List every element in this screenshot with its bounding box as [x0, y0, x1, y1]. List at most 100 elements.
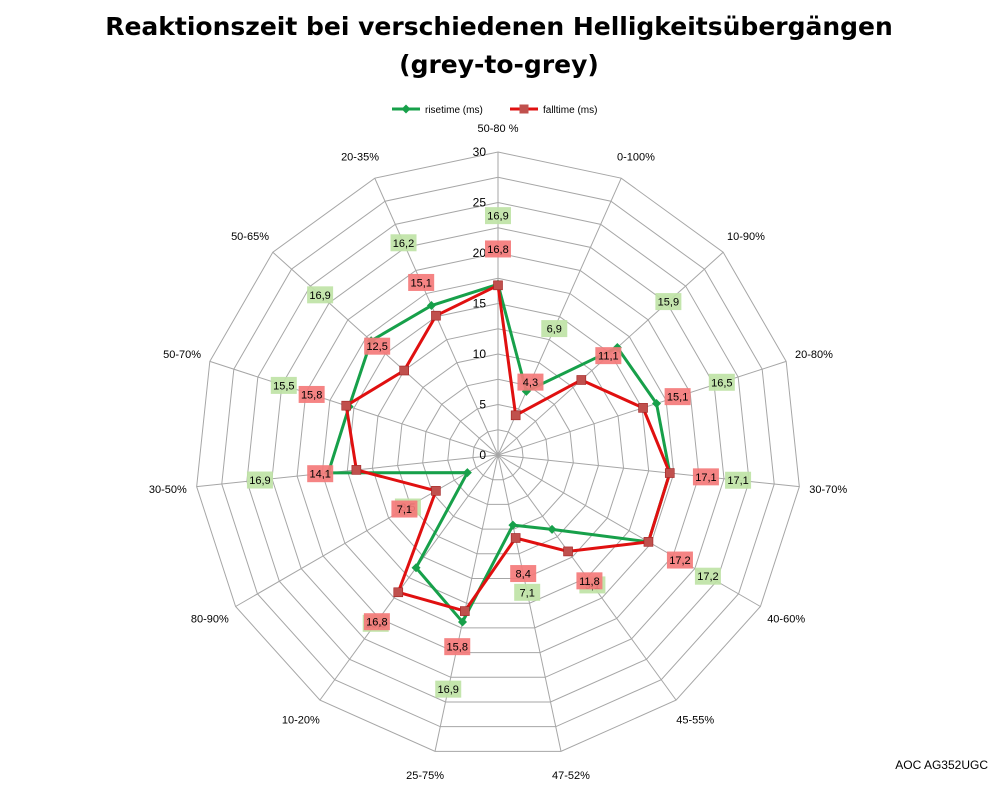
category-label: 30-70%: [809, 484, 847, 496]
data-label-bg: [708, 373, 735, 391]
grid-ring: [196, 151, 800, 752]
grid-spoke: [497, 177, 622, 456]
data-label: 15,1: [664, 388, 691, 406]
grid-ring: [371, 328, 625, 579]
tick-label: 5: [479, 398, 486, 412]
data-point: [393, 587, 404, 598]
category-label: 50-65%: [231, 231, 269, 243]
monitor-model-label: AOC AG352UGC: [895, 758, 988, 772]
category-label: 40-60%: [767, 614, 805, 626]
data-point: [426, 301, 436, 311]
category-label: 20-80%: [795, 349, 833, 361]
tick-label: 15: [473, 297, 487, 311]
data-label: 15,9: [655, 293, 682, 311]
legend: risetime (ms) falltime (ms): [392, 104, 597, 116]
data-label: 16,5: [708, 373, 735, 391]
chart-title-line2: (grey-to-grey): [399, 50, 599, 79]
grid-ring: [346, 302, 650, 604]
data-point: [638, 403, 648, 413]
data-label-bg: [517, 373, 544, 391]
data-label-bg: [541, 320, 568, 338]
data-label-bg: [391, 500, 418, 518]
category-label: 10-20%: [282, 715, 320, 727]
grid-ring: [296, 252, 700, 654]
grid-ring: [221, 176, 775, 728]
data-label-text: 17,1: [695, 472, 716, 484]
data-label-text: 17,1: [727, 475, 748, 487]
data-label-bg: [485, 240, 511, 258]
data-label: 15,5: [270, 376, 297, 394]
data-point: [431, 310, 441, 321]
data-point: [576, 375, 587, 385]
data-label-text: 7,1: [520, 587, 535, 599]
legend-marker: [519, 104, 529, 114]
data-point: [651, 399, 661, 409]
data-label-text: 15,1: [410, 277, 431, 289]
data-label-bg: [408, 273, 435, 291]
data-point: [664, 468, 675, 478]
legend-marker: [401, 104, 411, 114]
data-label-bg: [694, 567, 721, 585]
data-label-bg: [298, 385, 325, 403]
data-label-text: 15,5: [273, 380, 294, 392]
data-label: 4,3: [517, 373, 544, 391]
data-label-bg: [576, 572, 603, 590]
grid-spoke: [235, 454, 499, 607]
data-label-text: 14,1: [309, 469, 330, 481]
data-label-bg: [390, 234, 417, 252]
data-label: 7,1: [514, 583, 541, 601]
data-label: 6,9: [541, 320, 568, 338]
data-label: 15,8: [298, 385, 325, 403]
data-label: 17,2: [666, 551, 693, 569]
chart-title-line1: Reaktionszeit bei verschiedenen Helligke…: [105, 12, 893, 41]
category-label: 20-35%: [341, 151, 379, 163]
grid-ring: [422, 378, 574, 530]
data-label-bg: [666, 551, 693, 569]
data-label: 11,1: [595, 347, 622, 365]
data-point: [508, 520, 518, 530]
data-label: 11,8: [576, 572, 603, 590]
data-label-text: 11,8: [579, 576, 600, 588]
data-point: [399, 365, 409, 376]
data-label-text: 16,9: [438, 684, 459, 696]
grid-ring: [472, 429, 524, 481]
data-label-text: 12,5: [366, 341, 387, 353]
data-label-bg: [514, 583, 541, 601]
data-label-bg: [246, 471, 273, 489]
grid-ring: [447, 403, 549, 505]
data-label-text: 16,9: [487, 211, 508, 223]
tick-label: 20: [473, 246, 487, 260]
data-label: 16,9: [485, 207, 511, 225]
grid-spoke: [434, 454, 499, 752]
data-point: [411, 563, 421, 573]
category-label: 10-90%: [727, 231, 765, 243]
data-label: 16,8: [363, 613, 390, 631]
data-point: [547, 524, 557, 534]
data-label-text: 16,9: [249, 475, 270, 487]
grid-ring: [246, 201, 750, 703]
category-label: 50-80 %: [478, 123, 519, 135]
grid-spoke: [319, 454, 499, 701]
data-label: 15,8: [444, 638, 471, 656]
data-label-bg: [485, 207, 511, 225]
data-label-bg: [435, 680, 462, 698]
category-label: 30-50%: [149, 484, 187, 496]
data-label-bg: [595, 347, 622, 365]
data-label: 17,1: [725, 471, 752, 489]
data-label-text: 15,8: [301, 389, 322, 401]
data-label-text: 17,2: [669, 555, 690, 567]
category-label: 45-55%: [676, 715, 714, 727]
data-label-bg: [655, 293, 682, 311]
tick-label: 30: [473, 145, 487, 159]
data-label-bg: [444, 638, 471, 656]
data-label-text: 16,9: [309, 290, 330, 302]
data-label-bg: [725, 471, 752, 489]
data-label: 14,1: [307, 465, 334, 483]
data-label: 16,9: [307, 286, 334, 304]
data-label-bg: [270, 376, 297, 394]
data-label: 16,2: [390, 234, 417, 252]
legend-label: risetime (ms): [425, 105, 483, 116]
data-point: [643, 537, 654, 547]
data-label: 16,9: [435, 680, 462, 698]
data-label-bg: [692, 468, 719, 486]
